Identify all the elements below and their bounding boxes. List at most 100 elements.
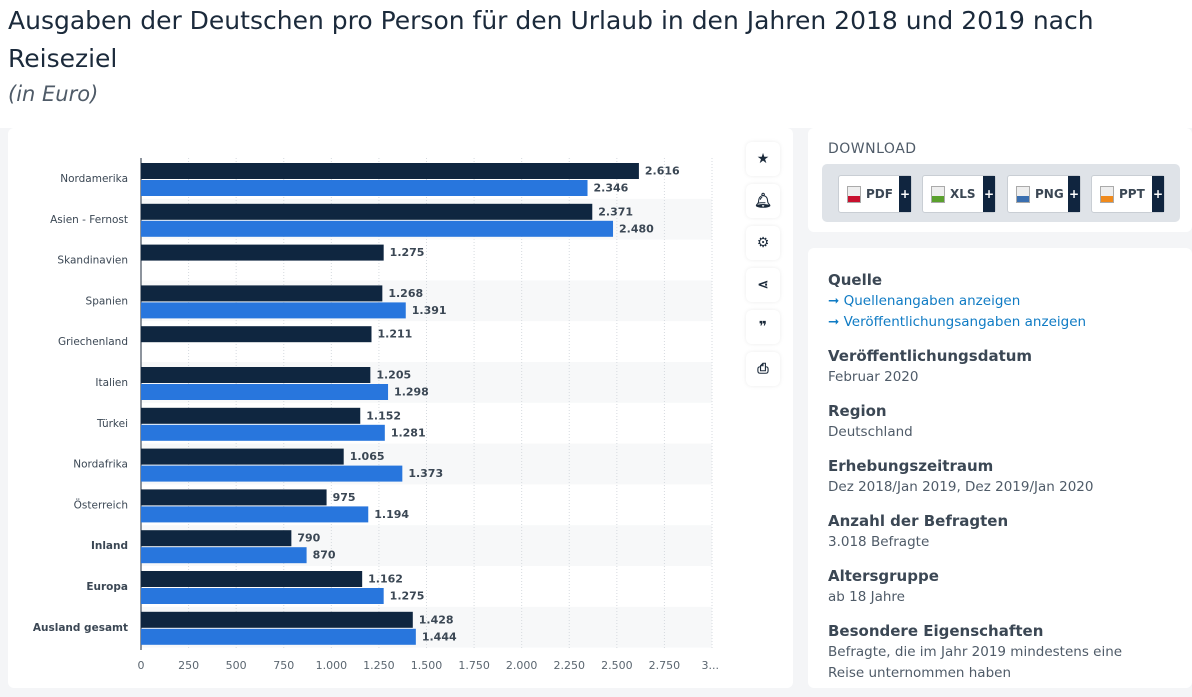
- png-label: PNG: [1035, 187, 1064, 201]
- region-value: Deutschland: [828, 424, 913, 440]
- bar: [141, 244, 384, 261]
- x-tick-label: 1.250: [363, 659, 395, 672]
- source-link-text[interactable]: Quellenangaben anzeigen: [843, 293, 1021, 309]
- data-label: 790: [297, 532, 320, 545]
- data-label: 1.275: [390, 246, 425, 259]
- x-tick-label: 2.000: [506, 659, 538, 672]
- x-tick-label: 1.000: [316, 659, 348, 672]
- bar: [141, 424, 385, 441]
- category-label: Nordafrika: [73, 459, 128, 471]
- bar: [141, 220, 614, 237]
- bar: [141, 180, 588, 196]
- bar-chart: 0 250 500 750 1.000 1.250 1.500 1.750 2.000 2.250…: [33, 158, 721, 672]
- ppt-label: PPT: [1119, 187, 1145, 201]
- data-label: 1.211: [377, 328, 412, 341]
- bar: [141, 588, 384, 604]
- download-pdf-button[interactable]: PDF +: [838, 175, 912, 213]
- x-tick-label: 500: [226, 659, 247, 672]
- x-tick-label: 0: [138, 659, 145, 672]
- publication-link-text[interactable]: Veröffentlichungsangaben anzeigen: [843, 314, 1087, 330]
- category-label: Österreich: [74, 498, 128, 511]
- bar: [141, 326, 372, 343]
- quote-icon[interactable]: ❞: [746, 310, 780, 344]
- respondents-value: 3.018 Befragte: [828, 534, 930, 550]
- plus-icon[interactable]: +: [983, 176, 995, 212]
- bell-icon[interactable]: 🔔︎: [746, 184, 780, 218]
- header-background: [0, 0, 1192, 128]
- bar: [141, 203, 593, 220]
- page-subtitle: (in Euro): [8, 82, 99, 106]
- category-label: Griechenland: [58, 336, 128, 348]
- age-value: ab 18 Jahre: [828, 589, 905, 605]
- print-icon[interactable]: ⎙: [746, 352, 780, 386]
- arrow-right-icon: ➞: [828, 293, 844, 309]
- special-value: Befragte, die im Jahr 2019 mindestens ei…: [828, 644, 1123, 681]
- x-tick-label: 2.250: [554, 659, 586, 672]
- arrow-right-icon: ➞: [828, 314, 844, 330]
- data-label: 1.373: [408, 467, 443, 480]
- bar: [141, 384, 389, 400]
- bar: [141, 163, 639, 179]
- bar: [141, 530, 292, 547]
- download-panel: DOWNLOAD PDF + XLS + PNG + PPT +: [808, 128, 1192, 232]
- bar: [141, 611, 413, 628]
- bar: [141, 506, 369, 523]
- data-label: 1.065: [350, 450, 385, 463]
- data-label: 1.152: [366, 409, 401, 422]
- chart-toolbar: ★ 🔔︎ ⚙ ⋖ ❞ ⎙: [746, 142, 780, 394]
- x-tick-label: 3....: [702, 659, 721, 672]
- xls-label: XLS: [950, 187, 976, 201]
- page-title: Ausgaben der Deutschen pro Person für de…: [8, 6, 1094, 73]
- share-icon[interactable]: ⋖: [746, 268, 780, 302]
- data-label: 1.444: [422, 630, 457, 643]
- date-value: Februar 2020: [828, 369, 919, 385]
- download-png-button[interactable]: PNG +: [1007, 175, 1081, 213]
- pdf-file-icon: [847, 185, 861, 203]
- download-title: DOWNLOAD: [828, 141, 917, 157]
- category-label: Europa: [86, 581, 128, 593]
- bar: [141, 407, 361, 424]
- ppt-file-icon: [1100, 185, 1114, 203]
- source-label: Quelle: [828, 271, 883, 289]
- xls-file-icon: [931, 185, 945, 203]
- bar: [141, 367, 371, 383]
- data-label: 1.194: [374, 508, 409, 521]
- plus-icon[interactable]: +: [1152, 176, 1164, 212]
- download-ppt-button[interactable]: PPT +: [1091, 175, 1165, 213]
- data-label: 1.298: [394, 386, 429, 399]
- category-label: Inland: [91, 540, 128, 552]
- x-tick-label: 1.500: [411, 659, 443, 672]
- category-label: Italien: [95, 377, 128, 389]
- info-panel: Quelle ➞ Quellenangaben anzeigen ➞ Veröf…: [808, 248, 1192, 688]
- data-label: 2.616: [645, 165, 680, 178]
- pdf-label: PDF: [866, 187, 893, 201]
- x-tick-label: 1.750: [458, 659, 490, 672]
- star-icon[interactable]: ★: [746, 142, 780, 176]
- x-tick-label: 2.750: [649, 659, 681, 672]
- data-label: 1.281: [391, 426, 426, 439]
- period-label: Erhebungszeitraum: [828, 457, 994, 475]
- png-image-icon: [1016, 185, 1030, 203]
- publication-link[interactable]: ➞ Veröffentlichungsangaben anzeigen: [828, 312, 1148, 333]
- x-tick-label: 2.500: [601, 659, 633, 672]
- data-label: 1.268: [388, 287, 423, 300]
- data-label: 2.371: [598, 205, 633, 218]
- download-xls-button[interactable]: XLS +: [922, 175, 996, 213]
- source-link[interactable]: ➞ Quellenangaben anzeigen: [828, 291, 1148, 312]
- category-label: Nordamerika: [60, 173, 128, 185]
- data-label: 1.391: [412, 304, 447, 317]
- date-label: Veröffentlichungsdatum: [828, 347, 1033, 365]
- bar: [141, 448, 344, 465]
- bar: [141, 285, 383, 302]
- x-tick-label: 250: [178, 659, 199, 672]
- plus-icon[interactable]: +: [899, 176, 911, 212]
- plus-icon[interactable]: +: [1068, 176, 1080, 212]
- bar: [141, 465, 403, 482]
- data-label: 870: [313, 549, 336, 562]
- data-label: 975: [333, 491, 356, 504]
- download-buttons: PDF + XLS + PNG + PPT +: [822, 164, 1180, 222]
- data-label: 1.275: [390, 590, 425, 603]
- gear-icon[interactable]: ⚙: [746, 226, 780, 260]
- category-label: Skandinavien: [57, 255, 128, 267]
- category-label: Ausland gesamt: [33, 622, 128, 634]
